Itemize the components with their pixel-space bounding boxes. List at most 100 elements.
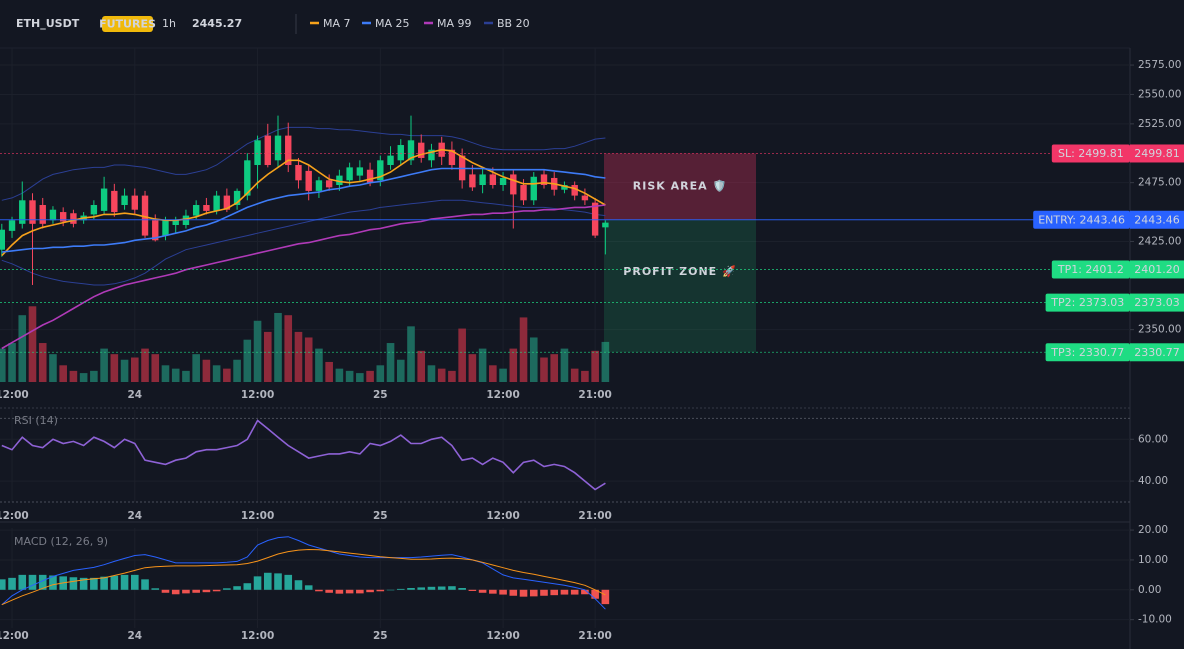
macd-line <box>1 536 606 610</box>
candle-body <box>192 205 200 216</box>
candle-body <box>233 190 241 206</box>
candle-body <box>141 195 149 236</box>
volume-bar <box>284 315 293 382</box>
histogram-bar <box>489 589 497 594</box>
candle-body <box>152 220 159 241</box>
ma-line <box>1 148 606 257</box>
x-tick-label: 12:00 <box>0 389 29 401</box>
candle-body <box>540 174 548 186</box>
x-tick-label: 24 <box>127 510 142 522</box>
histogram-bar <box>335 589 344 594</box>
histogram-bar <box>519 589 528 597</box>
y-tick-label: 2350.00 <box>1138 324 1181 336</box>
volume-bar <box>49 354 57 382</box>
candle-body <box>285 135 292 166</box>
histogram-bar <box>468 589 477 591</box>
candle-body <box>581 195 589 201</box>
x-tick-label: 25 <box>373 510 388 522</box>
level-label: TP3: 2330.77 <box>1050 346 1124 359</box>
level-label: TP1: 2401.2 <box>1057 263 1124 276</box>
histogram-bar <box>38 574 47 590</box>
volume-bar <box>171 368 180 382</box>
candle-body <box>223 195 231 210</box>
x-tick-label: 25 <box>373 389 388 401</box>
candle-body <box>325 180 333 188</box>
histogram-bar <box>304 585 313 590</box>
histogram-bar <box>253 576 262 590</box>
candle-body <box>111 190 118 213</box>
candle-body <box>274 135 282 161</box>
candle-body <box>530 176 537 201</box>
rsi-line <box>1 419 606 491</box>
level-price: 2373.03 <box>1134 296 1180 309</box>
volume-bar <box>581 370 589 382</box>
histogram-bar <box>49 575 57 590</box>
level-price-box <box>1130 260 1184 279</box>
x-tick-label: 12:00 <box>486 510 519 522</box>
macd-line <box>1 548 606 606</box>
histogram-bar <box>570 589 579 595</box>
histogram-bar <box>161 589 170 593</box>
candle-body <box>70 213 77 224</box>
level-price: 2443.46 <box>1134 213 1180 226</box>
volume-bar <box>315 348 323 382</box>
level-label-box <box>1051 260 1130 279</box>
histogram-bar <box>263 572 272 590</box>
candle-body <box>244 160 251 196</box>
x-tick-label: 24 <box>127 630 142 642</box>
histogram-bar <box>243 583 252 590</box>
histogram-bar <box>110 575 119 590</box>
y-tick-label: 0.00 <box>1138 584 1161 596</box>
histogram-bar <box>8 577 16 590</box>
volume-bar <box>69 370 78 382</box>
level-price: 2401.20 <box>1134 263 1180 276</box>
x-tick-label: 25 <box>373 630 388 642</box>
y-tick-label: 60.00 <box>1138 433 1168 445</box>
histogram-bar <box>120 574 129 590</box>
volume-bar <box>161 365 170 382</box>
volume-bar <box>223 368 231 382</box>
zone-label: PROFIT ZONE 🚀 <box>623 265 736 278</box>
candle-body <box>19 200 26 224</box>
histogram-bar <box>141 579 149 590</box>
zone <box>604 219 756 353</box>
histogram-bar <box>448 586 456 590</box>
candle-body <box>0 229 6 250</box>
histogram-bar <box>499 589 507 595</box>
level-price-box <box>1130 210 1184 229</box>
candle-body <box>264 135 271 166</box>
ma-line <box>1 204 606 350</box>
histogram-bar <box>509 589 518 596</box>
histogram-bar <box>315 589 323 592</box>
volume-bar <box>417 350 426 382</box>
volume-bar <box>110 354 119 382</box>
volume-bar <box>376 365 385 382</box>
histogram-bar <box>223 588 231 590</box>
volume-bar <box>263 331 272 382</box>
histogram-bar <box>458 588 466 590</box>
candle-body <box>100 188 108 211</box>
volume-bar <box>407 326 415 382</box>
histogram-bar <box>529 589 538 597</box>
histogram-bar <box>233 586 241 590</box>
candle-body <box>162 220 169 236</box>
candle-body <box>346 167 353 181</box>
volume-bar <box>366 370 374 382</box>
candle-body <box>315 180 323 191</box>
histogram-bar <box>274 573 282 590</box>
candle-body <box>49 209 57 221</box>
badge-text: FUTURES <box>99 18 156 31</box>
badge <box>102 16 153 32</box>
volume-bar <box>489 365 497 382</box>
histogram-bar <box>540 589 548 596</box>
histogram-bar <box>550 589 559 596</box>
volume-bar <box>79 373 88 382</box>
candle-body <box>428 149 435 161</box>
volume-bar <box>294 331 303 382</box>
candle-body <box>295 165 302 181</box>
legend-label: MA 7 <box>323 17 351 30</box>
candle-body <box>397 145 404 161</box>
y-tick-label: 2550.00 <box>1138 88 1181 100</box>
candle-body <box>213 195 220 211</box>
